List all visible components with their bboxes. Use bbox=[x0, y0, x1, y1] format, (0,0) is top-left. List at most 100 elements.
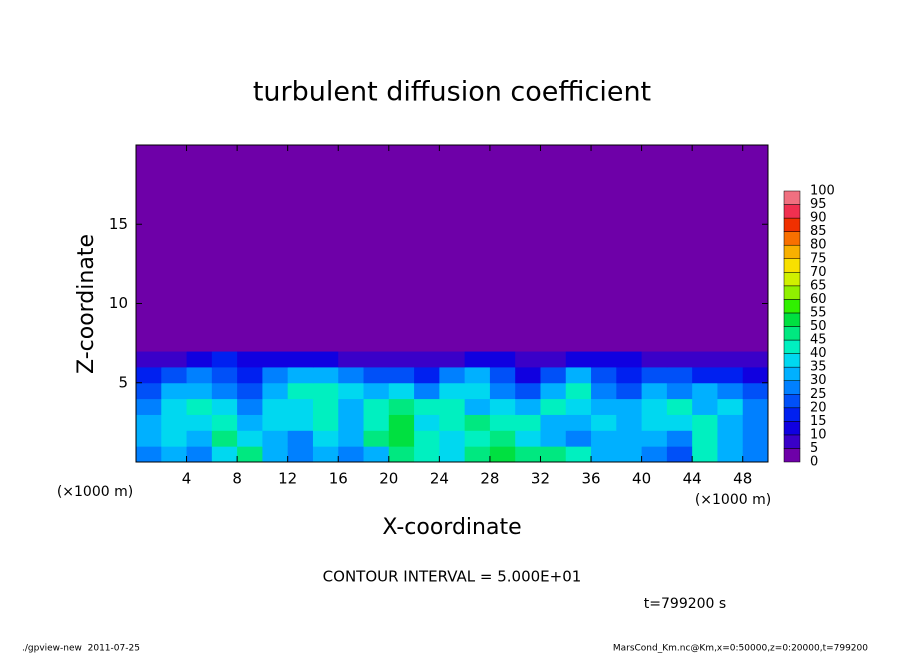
x-tick-label: 36 bbox=[581, 470, 600, 488]
heat-cell bbox=[565, 366, 592, 384]
heat-cell bbox=[489, 382, 516, 400]
colorbar-swatch bbox=[783, 380, 801, 395]
heat-cell bbox=[388, 366, 415, 384]
heat-cell bbox=[565, 351, 592, 368]
heat-cell bbox=[464, 446, 491, 463]
heat-cell bbox=[287, 145, 314, 352]
heat-cell bbox=[211, 382, 238, 400]
heat-cell bbox=[237, 366, 263, 384]
heat-cell bbox=[464, 145, 491, 352]
heat-cell bbox=[161, 446, 188, 463]
heat-cell bbox=[363, 145, 390, 352]
heat-cell bbox=[338, 446, 365, 463]
colorbar-swatch bbox=[783, 339, 801, 354]
colorbar-swatch bbox=[783, 190, 801, 205]
heat-cell bbox=[287, 351, 314, 368]
heat-cell bbox=[237, 414, 263, 431]
heat-cell bbox=[388, 382, 415, 400]
heat-cell bbox=[565, 414, 592, 431]
heat-cell bbox=[287, 430, 314, 447]
heat-cell bbox=[616, 382, 643, 400]
colorbar-label: 30 bbox=[810, 373, 827, 388]
heat-cell bbox=[161, 414, 188, 431]
heat-cell bbox=[616, 414, 643, 431]
heat-cell bbox=[742, 366, 769, 384]
heat-cell bbox=[666, 351, 693, 368]
y-axis-label: Z-coordinate bbox=[74, 234, 99, 374]
heat-cell bbox=[742, 398, 769, 415]
heat-cell bbox=[666, 446, 693, 463]
heat-cell bbox=[186, 366, 213, 384]
heat-cell bbox=[616, 351, 643, 368]
y-tick-label: 15 bbox=[109, 215, 128, 233]
heat-cell bbox=[515, 414, 541, 431]
heat-cell bbox=[717, 382, 744, 400]
colorbar-swatch bbox=[783, 272, 801, 287]
colorbar-label: 90 bbox=[810, 211, 827, 226]
heat-cell bbox=[565, 446, 592, 463]
heat-cell bbox=[616, 398, 643, 415]
heat-cell bbox=[237, 382, 263, 400]
heat-cell bbox=[414, 351, 440, 368]
heat-cell bbox=[338, 351, 365, 368]
heat-cell bbox=[338, 430, 365, 447]
heat-cell bbox=[591, 351, 617, 368]
heat-cell bbox=[161, 382, 188, 400]
heat-cell bbox=[414, 430, 440, 447]
heat-cell bbox=[515, 351, 541, 368]
colorbar-swatch bbox=[783, 366, 801, 381]
heat-cell bbox=[565, 145, 592, 352]
heat-cell bbox=[540, 145, 567, 352]
heat-cell bbox=[515, 398, 541, 415]
time-note: t=799200 s bbox=[644, 596, 726, 612]
x-tick-label: 40 bbox=[632, 470, 651, 488]
heat-cell bbox=[641, 446, 668, 463]
heat-cell bbox=[312, 398, 339, 415]
heat-cell bbox=[692, 446, 718, 463]
heat-cell bbox=[489, 351, 516, 368]
heat-cell bbox=[414, 366, 440, 384]
colorbar-label: 45 bbox=[810, 333, 827, 348]
heat-cell bbox=[262, 398, 289, 415]
heat-cell bbox=[262, 366, 289, 384]
colorbar-label: 100 bbox=[810, 184, 835, 199]
heat-cell bbox=[717, 430, 744, 447]
colorbar-label: 55 bbox=[810, 305, 827, 320]
heat-cell bbox=[565, 398, 592, 415]
heat-cell bbox=[439, 366, 466, 384]
heat-cell bbox=[363, 446, 390, 463]
heat-cell bbox=[489, 414, 516, 431]
heat-cell bbox=[540, 414, 567, 431]
colorbar-swatch bbox=[783, 299, 801, 314]
x-tick-label: 12 bbox=[278, 470, 297, 488]
colorbar-swatch bbox=[783, 407, 801, 422]
heat-cell bbox=[439, 414, 466, 431]
heat-cell bbox=[414, 398, 440, 415]
heat-cell bbox=[388, 446, 415, 463]
heat-cell bbox=[312, 382, 339, 400]
heat-cell bbox=[591, 446, 617, 463]
heat-cell bbox=[439, 382, 466, 400]
colorbar-swatch bbox=[783, 244, 801, 259]
colorbar-swatch bbox=[783, 204, 801, 219]
heat-cell bbox=[692, 398, 718, 415]
heat-cell bbox=[338, 414, 365, 431]
heat-cell bbox=[540, 382, 567, 400]
heat-cell bbox=[616, 145, 643, 352]
heat-cell bbox=[641, 398, 668, 415]
heat-cell bbox=[464, 382, 491, 400]
heat-cell bbox=[136, 430, 162, 447]
heat-cell bbox=[489, 145, 516, 352]
heat-cell bbox=[414, 414, 440, 431]
heat-cell bbox=[312, 145, 339, 352]
colorbar-swatch bbox=[783, 217, 801, 232]
heat-cell bbox=[742, 145, 769, 352]
heat-cell bbox=[666, 366, 693, 384]
heat-cell bbox=[489, 366, 516, 384]
heat-cell bbox=[186, 414, 213, 431]
heat-cell bbox=[312, 446, 339, 463]
heat-cell bbox=[692, 145, 718, 352]
heat-cell bbox=[414, 446, 440, 463]
heat-cell bbox=[161, 398, 188, 415]
